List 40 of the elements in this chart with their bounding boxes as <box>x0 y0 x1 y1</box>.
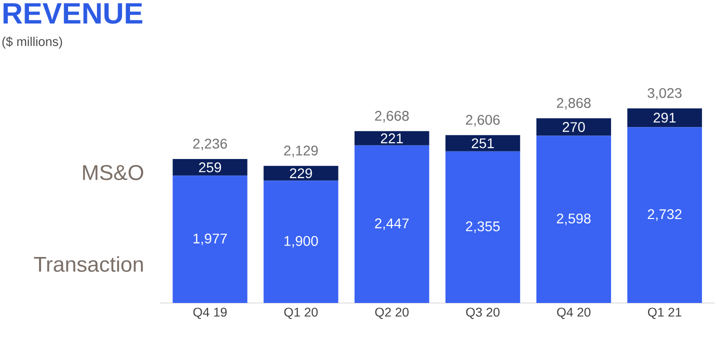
data-label: 291 <box>654 112 676 123</box>
data-label: 229 <box>290 168 312 178</box>
bar <box>536 136 612 303</box>
text: ($ millions) <box>2 36 62 49</box>
data-label: 1,977 <box>194 234 227 246</box>
x-tick-label: Q4 19 <box>193 308 227 319</box>
x-tick-label: Q1 20 <box>284 308 318 319</box>
bar <box>172 159 248 176</box>
bar <box>172 176 248 303</box>
data-label: 2,732 <box>648 209 682 221</box>
total-label: 2,129 <box>284 146 318 158</box>
data-label: 2,447 <box>375 218 409 230</box>
bar <box>264 180 338 303</box>
bar <box>445 135 520 152</box>
x-tick-label: Q2 20 <box>375 308 409 319</box>
bar <box>445 151 520 303</box>
data-label: 270 <box>562 122 585 132</box>
bar <box>536 118 612 136</box>
chart-title: REVENUE <box>4 3 142 24</box>
total-label: 2,868 <box>556 98 591 110</box>
data-label: 2,598 <box>556 214 591 226</box>
series-label: Transaction <box>34 256 143 272</box>
bar <box>627 127 702 303</box>
bar <box>627 108 702 128</box>
x-tick-label: Q3 20 <box>466 308 500 319</box>
data-label: 2,355 <box>466 221 500 233</box>
series-label: MS&O <box>83 165 144 180</box>
bar <box>354 145 430 303</box>
x-tick-label: Q1 21 <box>648 308 682 319</box>
bar <box>264 166 338 181</box>
total-label: 3,023 <box>648 88 682 100</box>
data-label: 251 <box>472 138 494 148</box>
data-label: 259 <box>199 162 222 172</box>
bar <box>354 131 430 146</box>
data-label: 1,900 <box>284 236 318 248</box>
total-label: 2,606 <box>466 114 500 126</box>
data-label: 221 <box>380 133 403 144</box>
total-label: 2,668 <box>375 110 409 122</box>
total-label: 2,236 <box>193 138 227 150</box>
x-tick-label: Q4 20 <box>557 308 590 319</box>
